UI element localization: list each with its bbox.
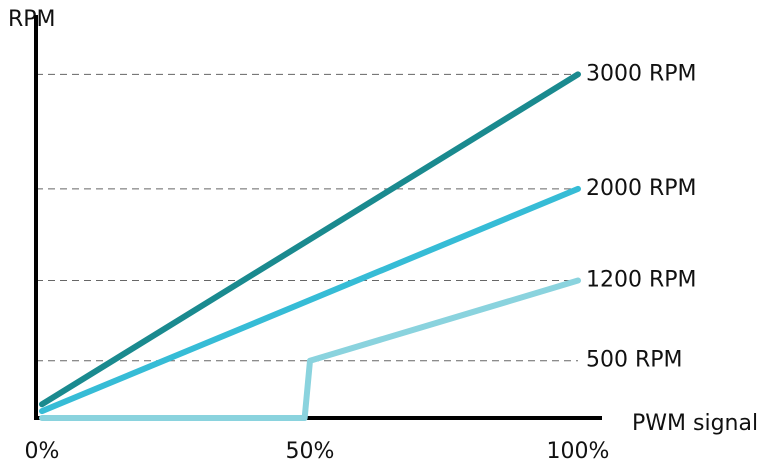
y-tick-label: 3000 RPM xyxy=(586,61,697,86)
series-line xyxy=(39,185,581,415)
y-tick-label: 500 RPM xyxy=(586,348,683,373)
x-tick-label: 0% xyxy=(25,439,60,464)
y-tick-label: 2000 RPM xyxy=(586,176,697,201)
y-tick-label: 1200 RPM xyxy=(586,268,697,293)
x-tick-label: 50% xyxy=(286,439,335,464)
series-line xyxy=(39,277,581,421)
x-tick-label: 100% xyxy=(547,439,610,464)
y-axis-label: RPM xyxy=(8,7,56,32)
x-axis-label: PWM signal xyxy=(632,411,758,436)
series-line xyxy=(39,71,581,408)
